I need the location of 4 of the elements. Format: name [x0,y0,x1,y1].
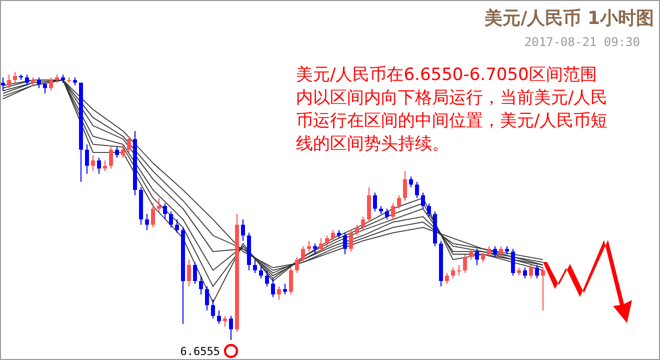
text: 2017-08-21 09:30 [524,35,640,49]
chart-title: 美元/人民币 1小时图 [484,8,654,29]
text: 6.6555 [180,345,220,358]
annotation: 美元/人民币在6.6550-6.7050区间范围内以区间内向下格局运行，当前美元/人民币运行在区间的中间位置，美元/人民币短线的区间势头持续。 [296,64,609,156]
